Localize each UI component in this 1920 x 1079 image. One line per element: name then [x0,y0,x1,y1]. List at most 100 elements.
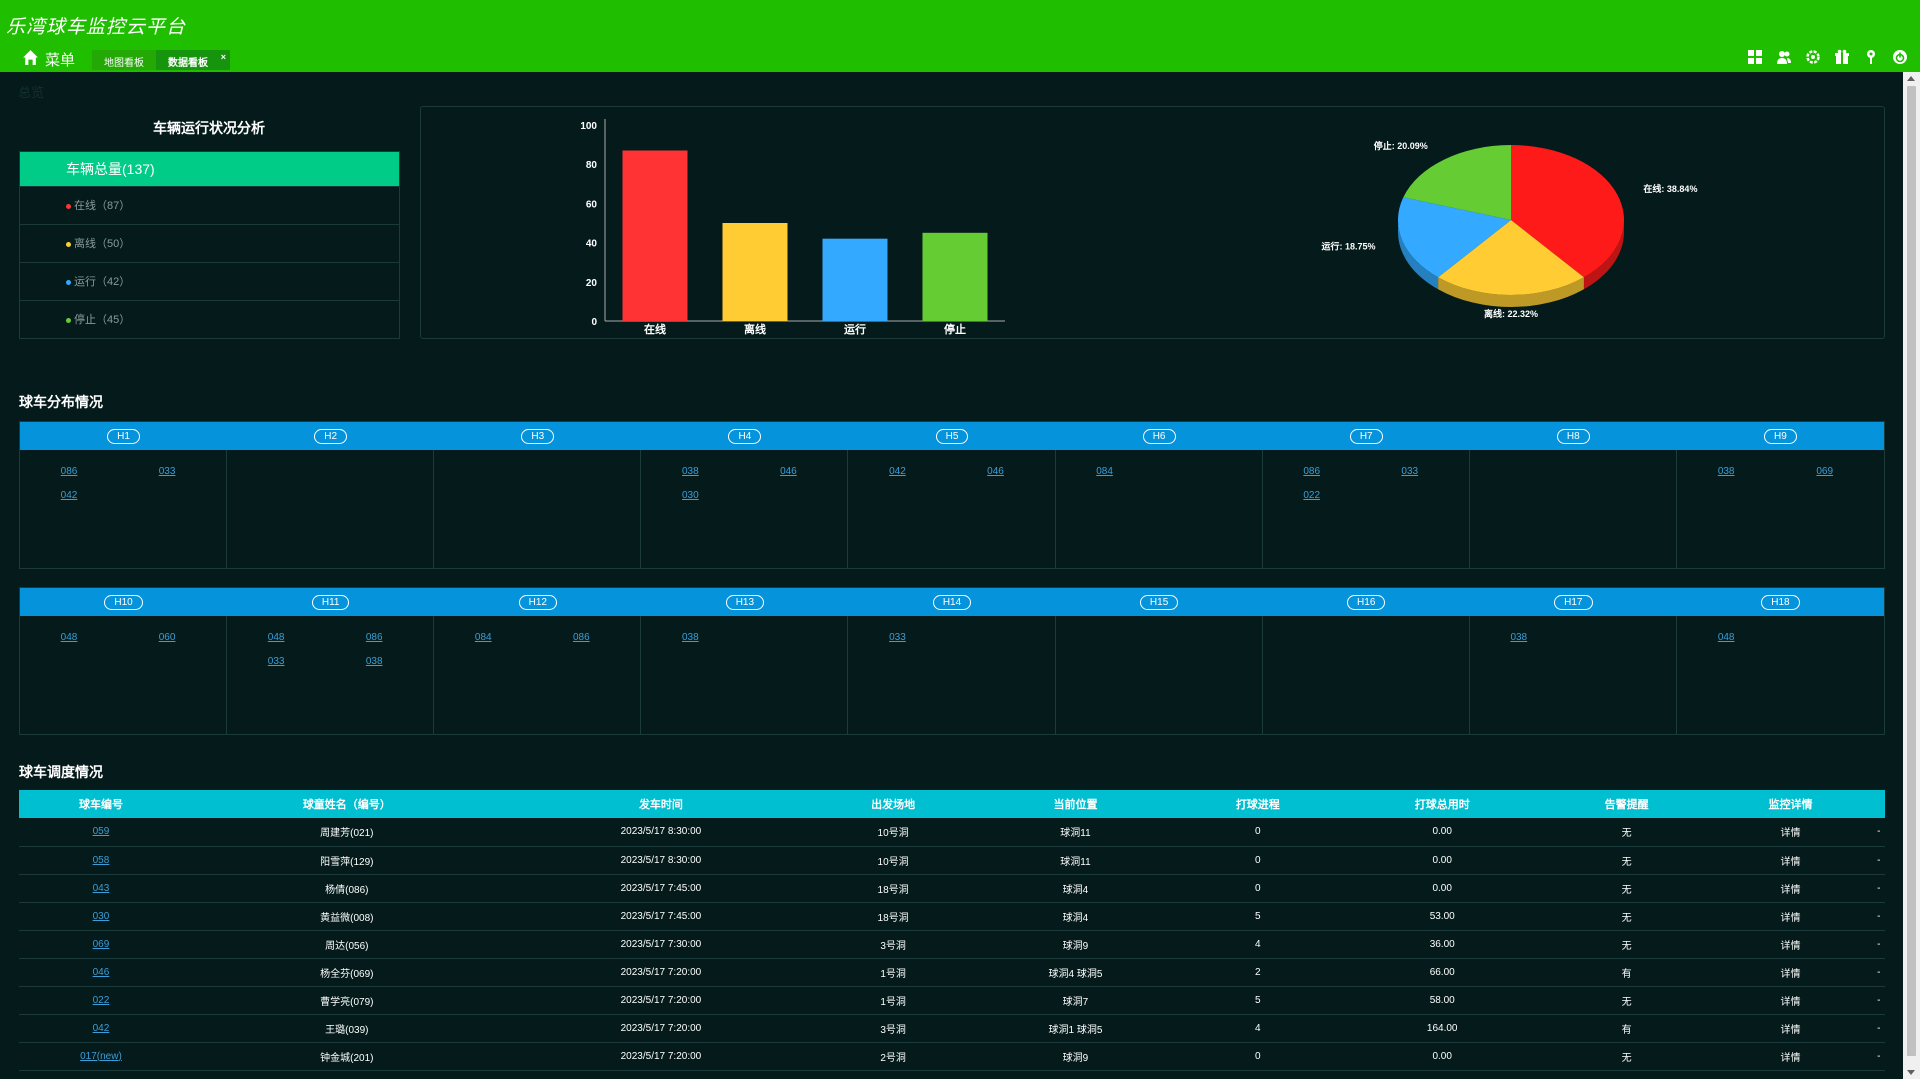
cart-number-link[interactable]: 059 [19,818,183,847]
hole-header-cell: H14 [848,588,1055,616]
cart-link[interactable]: 038 [682,466,699,477]
bar[interactable] [722,223,788,321]
cart-link[interactable]: 042 [889,466,906,477]
cart-link[interactable]: 048 [267,632,285,643]
cart-link[interactable]: 022 [1303,490,1321,501]
user-group-icon[interactable] [1776,49,1792,65]
cart-number-link[interactable]: 058 [19,846,183,875]
details-link[interactable]: 详情 [1708,1042,1873,1071]
cart-link[interactable]: 033 [267,656,285,667]
cart-link[interactable]: 030 [682,490,699,501]
cart-link[interactable]: 084 [1096,466,1113,477]
hole-tag-h4[interactable]: H4 [728,428,762,444]
hole-tag-h17[interactable]: H17 [1554,594,1593,610]
cart-link[interactable]: 033 [158,466,176,477]
table-cell: 2023/5/17 7:20:00 [510,986,812,1015]
bar[interactable] [922,232,988,321]
status-row-running[interactable]: 运行（42） [20,262,399,300]
grid-icon[interactable] [1747,49,1763,65]
table-row: 069 周达(056) 2023/5/17 7:30:00 3号洞 球洞9 4 36.00 无… [19,930,1885,959]
hole-tag-h5[interactable]: H5 [935,428,969,444]
cart-link[interactable]: 038 [1510,632,1528,643]
details-link[interactable]: 详情 [1708,1014,1873,1043]
hole-tag-h10[interactable]: H10 [104,594,143,610]
scroll-up-icon[interactable] [1907,76,1915,81]
cart-link[interactable]: 086 [365,632,383,643]
table-cell: 周建芳(021) [182,818,511,847]
close-icon[interactable]: × [220,52,226,62]
menu-button[interactable]: 菜单 [22,49,75,70]
bar[interactable] [822,238,888,321]
hole-tag-h15[interactable]: H15 [1139,594,1179,610]
details-link[interactable]: 详情 [1708,902,1873,931]
cart-link[interactable]: 086 [60,466,78,477]
details-link[interactable]: 详情 [1708,846,1873,875]
status-row-offline[interactable]: 离线（50） [20,224,399,262]
hole-tag-h6[interactable]: H6 [1142,428,1176,444]
scroll-down-icon[interactable] [1907,1070,1915,1075]
cart-number-link[interactable]: 042 [19,1014,183,1043]
cart-link[interactable]: 038 [1717,466,1735,477]
details-link[interactable]: 详情 [1708,818,1873,847]
cart-link[interactable]: 060 [158,632,176,643]
tab-map-board[interactable]: 地图看板 [92,50,156,70]
map-pin-icon[interactable] [1863,49,1879,65]
column-header: 打球总用时 [1339,790,1545,818]
details-link[interactable]: 详情 [1708,986,1873,1015]
scroll-thumb[interactable] [1907,86,1916,1056]
cart-link[interactable]: 046 [987,466,1004,477]
table-cell: 0.00 [1339,846,1545,875]
cart-link[interactable]: 046 [780,466,797,477]
cart-number-link[interactable]: 030 [19,902,183,931]
cart-link[interactable]: 042 [60,490,78,501]
bar[interactable] [622,150,688,321]
status-label: 运行（42） [74,276,131,288]
hole-tag-h16[interactable]: H16 [1347,594,1386,610]
hole-tag-h9[interactable]: H9 [1764,428,1797,444]
status-total[interactable]: 车辆总量(137) [20,152,399,186]
gear-icon[interactable] [1805,49,1821,65]
column-header: 球童姓名（编号） [182,790,511,818]
pie-slice[interactable] [1398,197,1511,278]
hole-tag-h2[interactable]: H2 [314,428,348,444]
pie-slice-label: 离线: 22.32% [1484,308,1538,319]
cart-link[interactable]: 084 [474,632,492,643]
hole-tag-h12[interactable]: H12 [518,594,557,610]
pie-slice[interactable] [1438,220,1584,295]
hole-tag-h14[interactable]: H14 [932,594,972,610]
hole-tag-h13[interactable]: H13 [725,594,765,610]
cart-number-link[interactable]: 043 [19,874,183,903]
cart-link[interactable]: 048 [1717,632,1735,643]
hole-tag-h18[interactable]: H18 [1761,594,1800,610]
hole-tag-h3[interactable]: H3 [521,428,555,444]
cart-link[interactable]: 069 [1816,466,1834,477]
details-link[interactable]: 详情 [1708,874,1873,903]
gift-icon[interactable] [1834,49,1850,65]
cart-link[interactable]: 048 [60,632,78,643]
status-row-stopped[interactable]: 停止（45） [20,300,399,338]
cart-link[interactable]: 086 [1303,466,1321,477]
cart-number-link[interactable]: 022 [19,986,183,1015]
cart-link[interactable]: 038 [682,632,699,643]
scrollbar[interactable] [1903,72,1920,1079]
status-row-online[interactable]: 在线（87） [20,186,399,224]
tab-data-board[interactable]: 数据看板 × [156,50,230,70]
hole-tag-h1[interactable]: H1 [107,428,140,444]
table-cell: 2 [1175,958,1340,987]
hole-tag-h8[interactable]: H8 [1556,428,1590,444]
cart-link[interactable]: 033 [889,632,906,643]
home-icon [22,49,39,70]
hole-tag-h11[interactable]: H11 [311,594,350,610]
cart-link[interactable]: 086 [572,632,590,643]
cart-link[interactable]: 033 [1401,466,1419,477]
details-link[interactable]: 详情 [1708,930,1873,959]
power-icon[interactable] [1892,49,1908,65]
hole-tag-h7[interactable]: H7 [1349,428,1383,444]
cart-number-link[interactable]: 046 [19,958,183,987]
pie-slice[interactable] [1511,145,1624,278]
cart-number-link[interactable]: 017(new) [19,1042,183,1071]
cart-number-link[interactable]: 069 [19,930,183,959]
details-link[interactable]: 详情 [1708,958,1873,987]
cart-link[interactable]: 038 [365,656,383,667]
pie-slice[interactable] [1403,145,1511,220]
